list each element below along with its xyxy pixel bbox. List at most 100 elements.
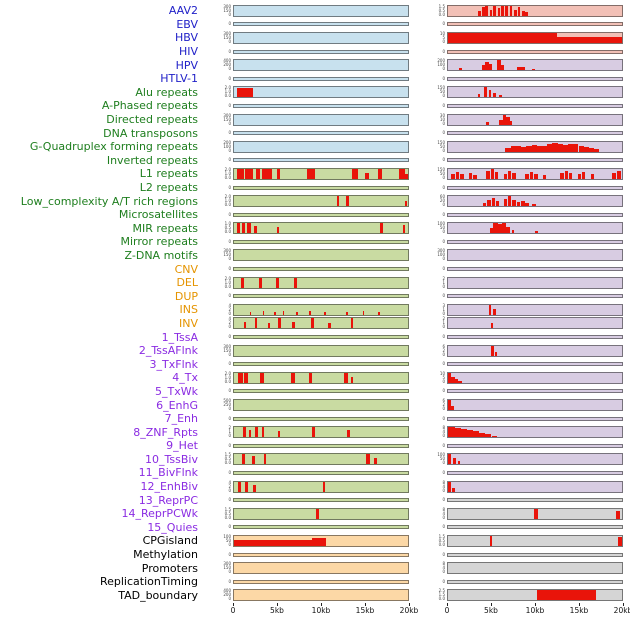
data-bar [453, 458, 456, 465]
data-bar [505, 148, 511, 152]
data-bar [485, 5, 489, 16]
data-bar [473, 174, 477, 179]
y-tick-label: 0 [228, 75, 231, 81]
track-panel-right [447, 362, 623, 367]
data-bar [243, 322, 247, 329]
track-panel-right [447, 507, 623, 520]
y-tick-label: 4 [228, 479, 231, 485]
y-tick-label: 0 [228, 361, 231, 367]
y-axis-ticks-left: 2.0 1.0 0.0 [205, 86, 233, 98]
track-label: 13_ReprPC [138, 493, 198, 507]
track-row-promoters: Promoters 300 150 0 8 4 0 [0, 561, 630, 575]
y-tick-label: 2 [442, 316, 445, 322]
data-bar [536, 590, 596, 601]
data-bar [564, 170, 569, 179]
track-panel-right [447, 399, 623, 412]
track-label: A-Phased repeats [101, 99, 198, 113]
data-bar [448, 454, 451, 465]
y-tick-label: 100 [223, 143, 231, 149]
data-bar [588, 147, 595, 152]
y-tick-label: 0 [228, 596, 231, 602]
data-bar [516, 67, 522, 71]
track-row-directed-repeats: Directed repeats 300 150 0 30 10 0 [0, 113, 630, 127]
data-bar [350, 318, 354, 329]
y-tick-label: 400 [223, 588, 231, 594]
data-bar [241, 223, 245, 234]
data-bar [262, 311, 265, 315]
y-tick-label: 0 [442, 229, 445, 235]
y-tick-label: 150 [223, 7, 231, 13]
track-row-9-het: 9_Het 0 0 [0, 439, 630, 453]
track-row-1-tssa: 1_TssA 0 0 [0, 330, 630, 344]
track-panel-left [233, 317, 409, 330]
track-panel-left [233, 239, 409, 244]
track-panel-right [447, 140, 623, 153]
data-bar [502, 114, 507, 125]
y-axis-ticks-left: 0 [205, 388, 233, 394]
data-bar [489, 535, 493, 546]
y-tick-label: 200 [223, 139, 231, 145]
track-row-a-phased-repeats: A-Phased repeats 0 0 [0, 99, 630, 113]
y-tick-label: 200 [223, 62, 231, 68]
data-bar [521, 147, 527, 152]
y-tick-label: 2.0 [224, 166, 231, 172]
y-axis-ticks-right: 0 [419, 76, 447, 82]
track-label: 3_TxFlnk [149, 357, 198, 371]
data-bar [448, 427, 455, 438]
y-tick-label: 0 [228, 433, 231, 439]
data-bar [451, 406, 454, 411]
x-tick-label: 5kb [484, 606, 498, 616]
track-label: L1 repeats [139, 167, 198, 181]
y-tick-label: 0 [442, 469, 445, 475]
track-label: 5_TxWk [155, 384, 198, 398]
y-tick-label: 1.5 [224, 452, 231, 458]
y-tick-label: 0 [442, 256, 445, 262]
y-tick-label: 0 [442, 569, 445, 575]
y-tick-label: 0 [442, 184, 445, 190]
track-panel-right [447, 562, 623, 575]
track-panel-left [233, 167, 409, 180]
y-tick-label: 2 [228, 425, 231, 431]
track-panel-left [233, 371, 409, 384]
y-tick-label: 0 [442, 578, 445, 584]
y-tick-label: 0 [442, 293, 445, 299]
data-bar [378, 311, 381, 315]
y-axis-ticks-left: 2.0 1.0 0.0 [205, 371, 233, 384]
data-bar [454, 379, 459, 383]
y-axis-ticks-right: 0 [419, 293, 447, 299]
track-label: Directed repeats [106, 113, 198, 127]
data-bar [534, 173, 538, 179]
data-bar [525, 202, 529, 207]
track-panel-left [233, 562, 409, 575]
y-axis-ticks-right: 150 50 0 [419, 140, 447, 153]
track-panel-right [447, 276, 623, 289]
track-row-2-tssaflnk: 2_TssAFlnk 300 150 0 6 2 0 [0, 344, 630, 358]
track-panel-right [447, 22, 623, 27]
track-panel-left [233, 131, 409, 136]
y-tick-label: 5 [442, 34, 445, 40]
y-tick-label: 0 [442, 497, 445, 503]
y-axis-ticks-left: 0 [205, 361, 233, 367]
y-tick-label: 0 [228, 130, 231, 136]
y-tick-label: 1 [442, 279, 445, 285]
data-bar [512, 172, 516, 179]
y-axis-ticks-right: 2.5 1.5 0.0 [419, 589, 447, 601]
data-bar [501, 223, 507, 234]
y-tick-label: 0 [442, 324, 445, 330]
y-tick-label: 0 [442, 211, 445, 217]
data-bar [499, 119, 503, 125]
track-label: CNV [174, 262, 198, 276]
y-axis-ticks-right: 0 [419, 130, 447, 136]
y-axis-ticks-right: 150 50 0 [419, 86, 447, 98]
data-bar [292, 322, 295, 329]
y-tick-label: 0 [228, 184, 231, 190]
y-tick-label: 0 [228, 442, 231, 448]
y-tick-label: 2.5 [438, 588, 445, 594]
track-row-g-quadruplex-forming-repeats: G-Quadruplex forming repeats 200 100 0 150 50… [0, 140, 630, 154]
y-tick-label: 2 [442, 275, 445, 281]
y-tick-label: 0 [228, 11, 231, 17]
y-axis-ticks-right: 0 [419, 497, 447, 503]
